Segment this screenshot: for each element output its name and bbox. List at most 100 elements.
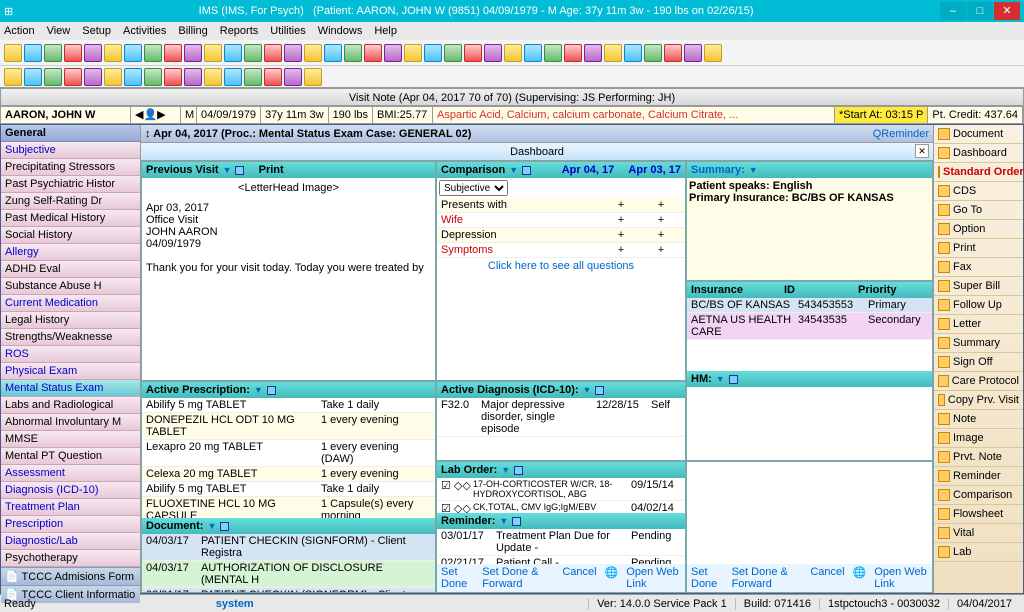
reminder-row[interactable]: 02/21/17Patient Call -Pending [437, 556, 685, 564]
toolbar2-icon[interactable] [84, 68, 102, 86]
toolbar2-icon[interactable] [44, 68, 62, 86]
set-done-link-2[interactable]: Set Done [691, 566, 724, 590]
toolbar-icon[interactable] [384, 44, 402, 62]
toolbar2-icon[interactable] [24, 68, 42, 86]
toolbar-icon[interactable] [344, 44, 362, 62]
insurance-row[interactable]: AETNA US HEALTH CARE34543535Secondary [687, 313, 932, 340]
leftnav-item[interactable]: Social History [1, 227, 140, 244]
toolbar-icon[interactable] [324, 44, 342, 62]
toolbar-icon[interactable] [284, 44, 302, 62]
menu-windows[interactable]: Windows [318, 25, 363, 37]
lab-row[interactable]: ☑ ◇◇CK,TOTAL, CMV IgG;IgM/EBV CAPSID04/0… [437, 501, 685, 513]
set-done-link[interactable]: Set Done [441, 566, 474, 590]
rightnav-item[interactable]: Note [934, 410, 1023, 429]
leftnav-item[interactable]: ROS [1, 346, 140, 363]
rightnav-item[interactable]: Prvt. Note [934, 448, 1023, 467]
toolbar-icon[interactable] [564, 44, 582, 62]
rightnav-item[interactable]: Image [934, 429, 1023, 448]
menu-view[interactable]: View [47, 25, 71, 37]
rightnav-item[interactable]: Lab [934, 543, 1023, 562]
rightnav-item[interactable]: Option [934, 220, 1023, 239]
rx-row[interactable]: DONEPEZIL HCL ODT 10 MG TABLET1 every ev… [142, 413, 435, 440]
menu-reports[interactable]: Reports [220, 25, 259, 37]
comparison-all-link[interactable]: Click here to see all questions [437, 258, 685, 274]
rightnav-item[interactable]: Standard Orders [934, 163, 1023, 182]
menu-setup[interactable]: Setup [82, 25, 111, 37]
cancel-link[interactable]: Cancel [562, 566, 596, 590]
toolbar-icon[interactable] [424, 44, 442, 62]
toolbar-icon[interactable] [464, 44, 482, 62]
diagnosis-row[interactable]: F32.0Major depressive disorder, single e… [437, 398, 685, 437]
toolbar-icon[interactable] [684, 44, 702, 62]
leftnav-item[interactable]: ADHD Eval [1, 261, 140, 278]
toolbar2-icon[interactable] [104, 68, 122, 86]
rightnav-item[interactable]: Super Bill [934, 277, 1023, 296]
rx-row[interactable]: Abilify 5 mg TABLETTake 1 daily [142, 398, 435, 413]
dashboard-close-button[interactable]: ✕ [915, 144, 929, 158]
patient-name[interactable]: AARON, JOHN W [1, 107, 131, 123]
toolbar-icon[interactable] [304, 44, 322, 62]
toolbar2-icon[interactable] [64, 68, 82, 86]
toolbar-icon[interactable] [184, 44, 202, 62]
leftnav-item[interactable]: Diagnosis (ICD-10) [1, 482, 140, 499]
rightnav-item[interactable]: Care Protocol [934, 372, 1023, 391]
leftnav-item[interactable]: Labs and Radiological [1, 397, 140, 414]
leftnav-item[interactable]: Mental PT Question [1, 448, 140, 465]
rightnav-item[interactable]: Flowsheet [934, 505, 1023, 524]
toolbar2-icon[interactable] [4, 68, 22, 86]
rightnav-item[interactable]: Letter [934, 315, 1023, 334]
leftnav-item[interactable]: Abnormal Involuntary M [1, 414, 140, 431]
rx-row[interactable]: Abilify 5 mg TABLETTake 1 daily [142, 482, 435, 497]
toolbar-icon[interactable] [624, 44, 642, 62]
toolbar-icon[interactable] [524, 44, 542, 62]
toolbar-icon[interactable] [644, 44, 662, 62]
leftnav-item[interactable]: Diagnostic/Lab [1, 533, 140, 550]
rx-row[interactable]: FLUOXETINE HCL 10 MG CAPSULE1 Capsule(s)… [142, 497, 435, 518]
rightnav-item[interactable]: Sign Off [934, 353, 1023, 372]
toolbar-icon[interactable] [244, 44, 262, 62]
leftnav-item[interactable]: Substance Abuse H [1, 278, 140, 295]
toolbar2-icon[interactable] [124, 68, 142, 86]
leftnav-item[interactable]: Treatment Plan [1, 499, 140, 516]
toolbar-icon[interactable] [664, 44, 682, 62]
qreminder-label[interactable]: QReminder [873, 128, 929, 140]
rightnav-item[interactable]: Print [934, 239, 1023, 258]
open-web-link[interactable]: Open Web Link [626, 566, 681, 590]
leftnav-item[interactable]: Mental Status Exam [1, 380, 140, 397]
patient-allergies[interactable]: Aspartic Acid, Calcium, calcium carbonat… [433, 107, 835, 123]
toolbar-icon[interactable] [44, 44, 62, 62]
print-link[interactable]: Print [259, 164, 284, 176]
maximize-button[interactable]: □ [967, 2, 993, 20]
insurance-row[interactable]: BC/BS OF KANSAS543453553Primary [687, 298, 932, 313]
toolbar2-icon[interactable] [224, 68, 242, 86]
open-web-link-2[interactable]: Open Web Link [874, 566, 928, 590]
leftnav-item[interactable]: Physical Exam [1, 363, 140, 380]
rightnav-item[interactable]: Fax [934, 258, 1023, 277]
leftnav-item[interactable]: Prescription [1, 516, 140, 533]
leftnav-item[interactable]: Past Psychiatric Histor [1, 176, 140, 193]
toolbar2-icon[interactable] [184, 68, 202, 86]
toolbar2-icon[interactable] [284, 68, 302, 86]
toolbar2-icon[interactable] [264, 68, 282, 86]
rightnav-item[interactable]: Comparison [934, 486, 1023, 505]
menu-activities[interactable]: Activities [123, 25, 166, 37]
comparison-row[interactable]: Symptoms++ [437, 243, 685, 258]
toolbar-icon[interactable] [24, 44, 42, 62]
set-done-forward-link-2[interactable]: Set Done & Forward [732, 566, 803, 590]
rightnav-item[interactable]: Go To [934, 201, 1023, 220]
rightnav-item[interactable]: CDS [934, 182, 1023, 201]
rx-row[interactable]: Celexa 20 mg TABLET1 every evening [142, 467, 435, 482]
toolbar-icon[interactable] [104, 44, 122, 62]
menu-billing[interactable]: Billing [178, 25, 207, 37]
leftnav-bottom-item[interactable]: 📄 TCCC Admisions Form [1, 567, 140, 585]
rightnav-item[interactable]: Reminder [934, 467, 1023, 486]
toolbar-icon[interactable] [364, 44, 382, 62]
close-button[interactable]: ✕ [994, 2, 1020, 20]
rightnav-item[interactable]: Copy Prv. Visit [934, 391, 1023, 410]
toolbar2-icon[interactable] [144, 68, 162, 86]
leftnav-item[interactable]: Precipitating Stressors [1, 159, 140, 176]
toolbar-icon[interactable] [584, 44, 602, 62]
toolbar-icon[interactable] [4, 44, 22, 62]
cancel-link-2[interactable]: Cancel [810, 566, 844, 590]
toolbar-icon[interactable] [444, 44, 462, 62]
